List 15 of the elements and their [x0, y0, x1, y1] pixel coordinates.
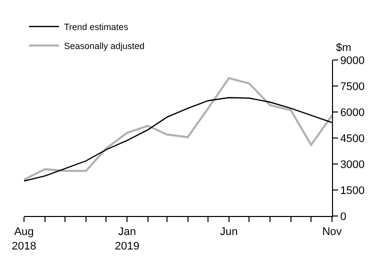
legend-label: Trend estimates [64, 22, 129, 32]
x-tick-label: Nov [322, 226, 342, 238]
x-tick-label: Jun [220, 226, 238, 238]
y-tick-label: 6000 [340, 106, 365, 119]
y-tick-label: 1500 [340, 184, 365, 197]
x-tick-label: Aug 2018 [12, 226, 36, 252]
line-series [24, 77, 332, 181]
x-tick-label: Jan 2019 [114, 226, 140, 252]
y-tick-label: 3000 [340, 158, 365, 171]
y-tick-label: 7500 [340, 80, 365, 93]
y-tick-label: 9000 [340, 54, 365, 67]
y-tick-label: 4500 [340, 132, 365, 145]
y-tick-label: 0 [340, 210, 346, 223]
legend-label: Seasonally adjusted [64, 41, 145, 52]
y-axis-title: $m [336, 42, 352, 54]
